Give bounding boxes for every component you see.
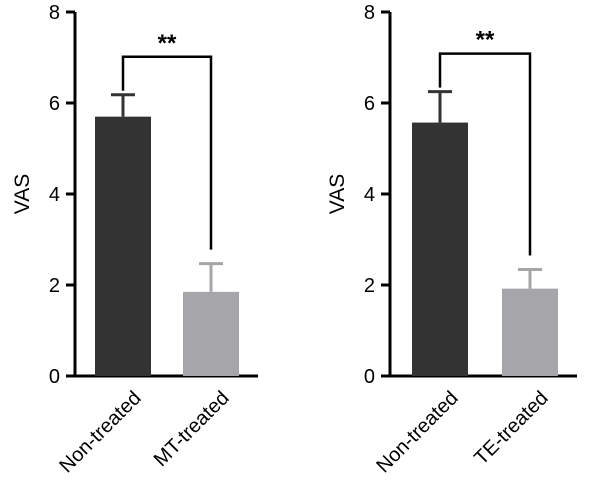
bar-1 [412, 122, 468, 376]
significance-bracket [121, 55, 213, 250]
x-category-label: Non-treated [55, 387, 145, 477]
significance-label: ** [158, 30, 177, 57]
bar-2 [502, 288, 558, 376]
significance-bracket [438, 52, 532, 256]
bar-2 [183, 291, 239, 376]
significance-label: ** [476, 27, 495, 54]
y-axis-label: VAS [11, 174, 34, 214]
y-tick-label: 8 [364, 2, 375, 24]
y-tick-label: 6 [364, 93, 375, 115]
y-axis-label: VAS [326, 174, 349, 214]
chart-panel-2: 0 2 4 6 8 VAS Non-treated TE-treated ** [326, 2, 577, 477]
y-tick-label: 4 [49, 184, 60, 206]
y-tick-label: 2 [364, 275, 375, 297]
chart-panel-1: 0 2 4 6 8 VAS Non-treated MT-treated ** [11, 2, 258, 477]
y-tick-label: 0 [364, 366, 375, 388]
x-category-label: MT-treated [150, 387, 234, 471]
bar-1 [95, 116, 151, 377]
y-tick-label: 2 [49, 275, 60, 297]
y-tick-label: 8 [49, 2, 60, 24]
y-tick-label: 6 [49, 93, 60, 115]
x-category-label: Non-treated [372, 387, 462, 477]
y-tick-label: 4 [364, 184, 375, 206]
y-tick-label: 0 [49, 366, 60, 388]
x-category-label: TE-treated [470, 387, 552, 469]
